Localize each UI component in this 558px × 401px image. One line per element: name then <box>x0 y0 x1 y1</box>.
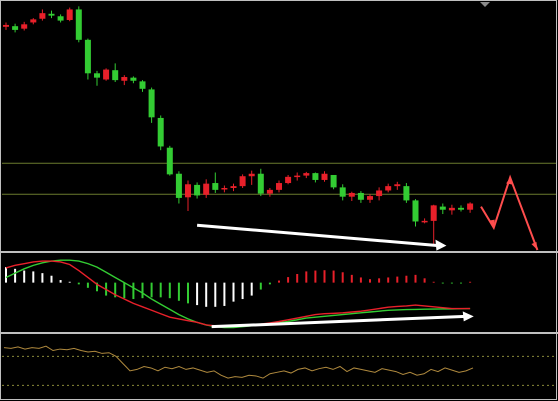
oscillator-panel <box>5 259 474 329</box>
candle-body <box>339 187 346 197</box>
candle-body <box>376 190 383 197</box>
candle-body <box>130 77 137 81</box>
candle-body <box>330 174 337 188</box>
candle-body <box>421 220 428 223</box>
candle-body <box>385 186 392 191</box>
candle-body <box>112 70 119 81</box>
lower-indicator-panel <box>2 345 556 386</box>
candle-body <box>430 205 437 221</box>
price-panel <box>2 6 556 251</box>
candle-body <box>21 24 28 29</box>
projection-arrow-head-2 <box>506 177 513 185</box>
candle-body <box>439 206 446 210</box>
candle-body <box>84 39 91 74</box>
scroll-marker-icon[interactable] <box>480 2 490 7</box>
candle-body <box>203 183 210 195</box>
candle-body <box>467 203 474 210</box>
candle-body <box>57 16 64 21</box>
candle-body <box>367 196 373 200</box>
oscillator-divergence-head <box>462 311 474 322</box>
oscillator-divergence-line <box>211 314 466 329</box>
candle-body <box>148 89 155 118</box>
candle-body <box>185 184 191 198</box>
candle-body <box>248 173 255 177</box>
projection-arrow-head-1 <box>488 219 495 228</box>
candle-body <box>412 200 419 222</box>
candle-body <box>257 173 264 194</box>
candle-body <box>458 207 464 210</box>
candle-body <box>285 176 292 184</box>
candle-body <box>66 9 73 20</box>
candle-body <box>394 184 401 187</box>
candle-body <box>12 26 19 30</box>
candle-body <box>139 81 146 89</box>
candle-body <box>194 184 201 196</box>
candle-body <box>312 173 319 180</box>
slow-signal-line <box>5 259 471 329</box>
candle-body <box>294 175 301 178</box>
divergence-arrow-head <box>435 239 447 251</box>
candle-body <box>239 176 246 187</box>
projection-line <box>480 174 539 251</box>
projection-arrow-head-3 <box>531 242 538 250</box>
candle-body <box>121 77 128 81</box>
candle-body <box>39 13 46 19</box>
candle-body <box>403 186 410 201</box>
divergence-arrow-line <box>196 223 439 248</box>
candle-body <box>321 173 328 180</box>
candle-body <box>30 19 37 23</box>
candle-body <box>212 183 219 190</box>
candle-body <box>175 173 182 198</box>
candle-body <box>276 183 282 190</box>
candle-body <box>448 207 455 211</box>
candle-body <box>357 192 364 200</box>
candle-body <box>48 13 55 16</box>
lower-indicator-line <box>3 345 474 379</box>
candle-body <box>103 69 110 80</box>
candle-body <box>230 186 237 188</box>
fast-signal-line <box>5 260 471 327</box>
candle-body <box>221 188 228 190</box>
candle-body <box>348 192 355 197</box>
candle-body <box>303 173 310 176</box>
candle-body <box>157 117 164 147</box>
candle-body <box>166 147 173 175</box>
candle-body <box>266 189 273 194</box>
candle-body <box>3 24 9 27</box>
candle-body <box>75 9 82 40</box>
candle-body <box>94 73 100 78</box>
